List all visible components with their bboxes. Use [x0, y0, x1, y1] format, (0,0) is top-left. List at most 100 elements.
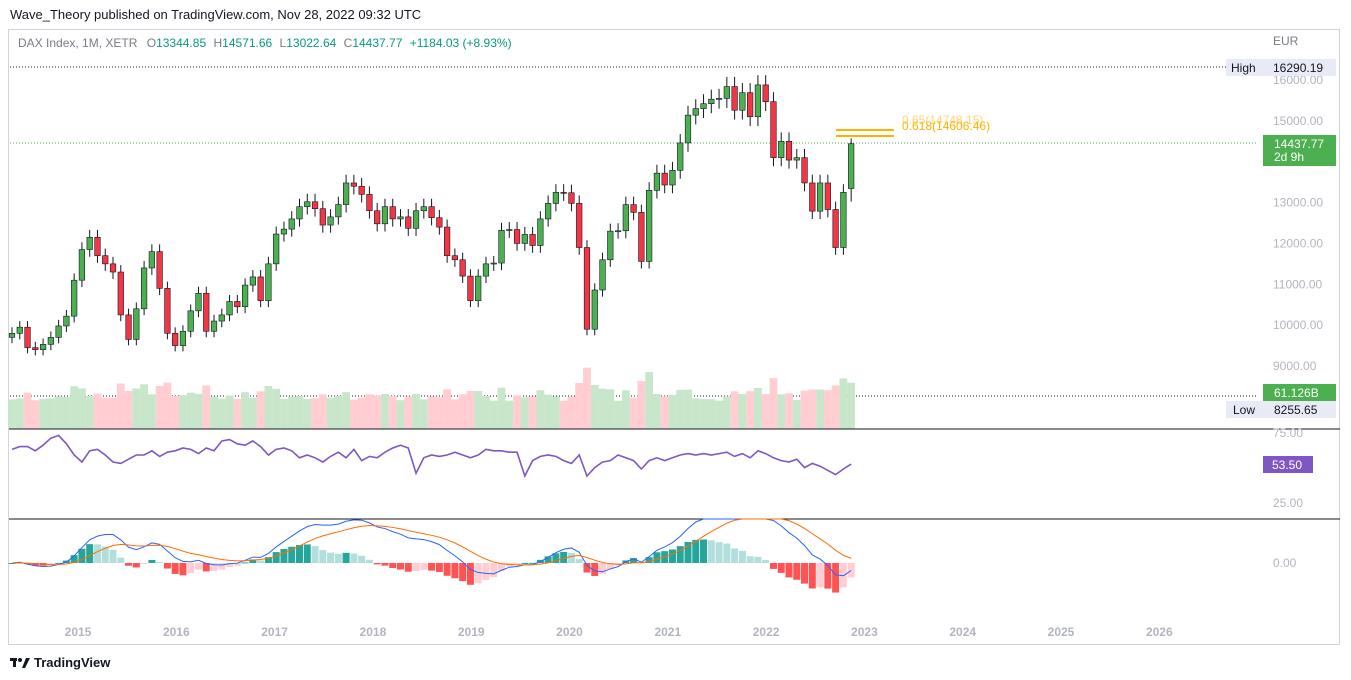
volume-bar — [365, 394, 374, 429]
candle-body — [389, 206, 396, 220]
macd-histogram-bar — [606, 563, 614, 570]
candle-body — [715, 98, 723, 100]
volume-bar — [505, 400, 514, 429]
rsi-value-badge — [1263, 456, 1313, 473]
macd-histogram-bar — [350, 553, 358, 563]
macd-zero-label: 0.00 — [1273, 556, 1297, 570]
volume-bar — [225, 395, 234, 429]
candle-body — [102, 255, 109, 265]
volume-bar — [54, 396, 63, 429]
high-badge-label: High — [1231, 61, 1256, 75]
candle-body — [86, 237, 93, 250]
macd-histogram-bar — [459, 563, 467, 582]
volume-bar — [419, 399, 428, 429]
macd-histogram-bar — [288, 546, 296, 563]
volume-bar — [280, 399, 288, 429]
macd-histogram-bar — [264, 557, 272, 563]
macd-histogram-bar — [342, 552, 350, 563]
brand-name: TradingView — [34, 655, 111, 670]
macd-histogram-bar — [8, 563, 16, 564]
candle-body — [467, 275, 474, 301]
macd-histogram-bar — [233, 563, 241, 566]
candle-body — [257, 276, 264, 301]
macd-histogram-bar — [591, 563, 599, 576]
macd-histogram-bar — [723, 543, 731, 563]
macd-histogram-bar — [754, 556, 762, 563]
volume-bar — [116, 383, 125, 429]
candle-body — [576, 203, 583, 248]
candle-body — [374, 210, 381, 225]
fib-065-label: 0.65(14748.15) — [902, 113, 983, 127]
candle-body — [459, 259, 466, 277]
volume-bar — [46, 398, 55, 429]
volume-bar — [15, 398, 24, 429]
volume-bar — [217, 398, 226, 429]
macd-histogram-bar — [78, 548, 86, 563]
macd-histogram-bar — [210, 563, 218, 571]
macd-histogram-bar — [847, 563, 855, 578]
macd-histogram-bar — [715, 542, 723, 563]
volume-bar — [754, 388, 762, 429]
candle-body — [343, 182, 350, 205]
candle-body — [591, 289, 598, 330]
candle-body — [55, 325, 62, 338]
macd-histogram-bar — [731, 548, 739, 563]
volume-bar — [497, 387, 506, 429]
macd-histogram-bar — [451, 563, 459, 579]
macd-histogram-bar — [55, 562, 63, 564]
candle-body — [381, 206, 389, 225]
volume-bar — [575, 383, 584, 429]
macd-histogram-bar — [272, 552, 280, 563]
brand[interactable]: TradingView — [10, 655, 110, 670]
volume-bar — [287, 396, 296, 429]
volume-bar — [746, 391, 755, 429]
volume-bar — [342, 392, 351, 429]
low-badge-bg — [1226, 401, 1336, 418]
candle-body — [8, 333, 16, 338]
time-axis-label: 2020 — [556, 625, 583, 639]
volume-bar — [567, 396, 576, 429]
macd-histogram-bar — [156, 561, 164, 563]
candle-body — [692, 108, 699, 116]
macd-histogram-bar — [47, 563, 55, 565]
price-axis[interactable]: 16000.0015000.0014000.0013000.0012000.00… — [1273, 73, 1323, 373]
volume-bar — [536, 390, 545, 429]
macd-histogram-bar — [226, 563, 234, 567]
last-price-badge — [1263, 135, 1336, 166]
macd-histogram-bar — [645, 557, 653, 563]
volume-bar — [295, 396, 304, 429]
candle-body — [754, 84, 762, 118]
candle-body — [280, 228, 288, 235]
volume-bar — [357, 397, 366, 429]
time-axis[interactable]: 2015 2016 2017 2018 2019 2020 2021 2022 2023 2024… — [65, 625, 1173, 639]
macd-layer — [8, 518, 855, 593]
macd-histogram-bar — [824, 563, 832, 589]
candle-body — [708, 98, 715, 104]
volume-bar — [241, 392, 249, 429]
fib-0618-label: 0.618(14606.46) — [902, 119, 990, 133]
macd-histogram-bar — [101, 546, 109, 563]
macd-histogram-bar — [295, 544, 303, 563]
candle-body — [265, 263, 272, 301]
candle-body — [684, 114, 692, 144]
candle-body — [125, 314, 132, 340]
candle-body — [288, 218, 295, 230]
candle-body — [218, 314, 225, 322]
macd-histogram-bar — [327, 552, 335, 563]
volume-bar — [132, 388, 141, 429]
volume-bar — [264, 386, 273, 429]
candle-body — [545, 203, 552, 220]
candle-body — [607, 230, 614, 261]
volume-bar — [8, 399, 16, 429]
macd-histogram-bar — [707, 540, 715, 563]
volume-bar — [847, 382, 856, 429]
volume-bar — [163, 382, 172, 429]
volume-bar — [78, 388, 86, 429]
rsi-lower-label: 25.00 — [1273, 496, 1303, 510]
volume-bar — [544, 394, 553, 429]
macd-histogram-bar — [420, 563, 428, 571]
macd-histogram-bar — [163, 563, 171, 569]
candle-body — [16, 326, 23, 334]
candle-body — [490, 262, 497, 265]
